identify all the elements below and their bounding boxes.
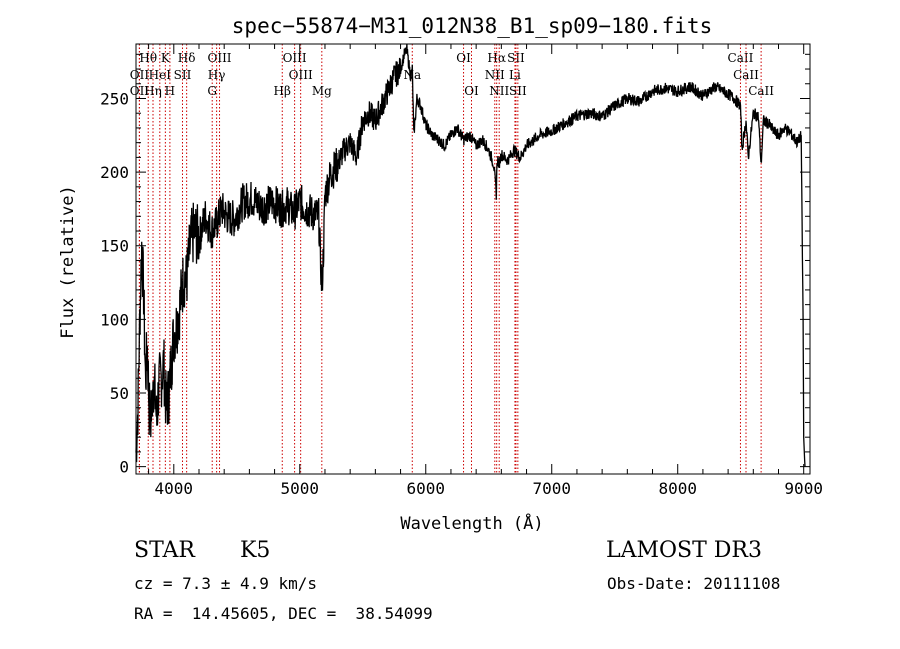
line-label-r3-5: Mg <box>312 84 332 98</box>
line-label-r2-7: Li <box>509 68 521 82</box>
line-label-r2-3: Hγ <box>208 68 226 82</box>
line-label-r1-2: Hδ <box>178 51 196 65</box>
y-tick-label-3: 150 <box>100 237 129 256</box>
x-tick-label-3: 7000 <box>532 479 571 498</box>
x-tick-label-0: 4000 <box>155 479 194 498</box>
y-axis-label: Flux (relative) <box>58 185 78 339</box>
spectrum-series-line <box>135 44 806 467</box>
y-tick-label-2: 100 <box>100 310 129 329</box>
object-subclass: K5 <box>240 538 271 563</box>
line-label-r2-6: NII <box>485 68 505 82</box>
x-tick-label-4: 8000 <box>658 479 697 498</box>
ra-dec-coordinates: RA = 14.45605, DEC = 38.54099 <box>134 604 433 623</box>
object-class: STAR <box>134 538 195 563</box>
line-label-r3-3: G <box>207 84 217 98</box>
obs-date: Obs-Date: 20111108 <box>607 574 781 593</box>
line-label-r3-4: Hβ <box>274 84 291 98</box>
line-label-r1-6: Hα <box>487 51 506 65</box>
line-label-r1-1: K <box>161 51 171 65</box>
line-label-r2-8: CaII <box>733 68 759 82</box>
line-label-r1-5: OI <box>456 51 471 65</box>
line-label-r3-6: OI <box>464 84 479 98</box>
y-tick-label-4: 200 <box>100 163 129 182</box>
line-label-r2-0: OII <box>130 68 150 82</box>
line-label-r2-2: SII <box>174 68 192 82</box>
x-tick-label-1: 5000 <box>281 479 320 498</box>
line-label-r1-0: Hθ <box>139 51 157 65</box>
survey-label: LAMOST DR3 <box>606 538 762 563</box>
line-label-r3-7: NII <box>489 84 509 98</box>
x-tick-label-2: 6000 <box>406 479 445 498</box>
line-label-r3-1: Hη <box>144 84 162 98</box>
line-label-r1-8: CaII <box>728 51 754 65</box>
line-label-r2-1: HeI <box>149 68 172 82</box>
line-label-r3-0: OII <box>130 84 150 98</box>
line-label-r3-9: CaII <box>748 84 774 98</box>
x-tick-label-5: 9000 <box>784 479 823 498</box>
line-label-r1-3: OIII <box>207 51 231 65</box>
line-label-r2-4: OIII <box>289 68 313 82</box>
line-label-r3-8: SII <box>509 84 527 98</box>
chart-title: spec−55874−M31_012N38_B1_sp09−180.fits <box>232 14 712 38</box>
x-axis-label: Wavelength (Å) <box>400 512 543 534</box>
y-tick-label-0: 0 <box>119 458 129 477</box>
y-tick-label-1: 50 <box>110 384 129 403</box>
line-label-r1-7: SII <box>507 51 525 65</box>
axis-ticks: 4000 5000 6000 7000 8000 9000 0 50 100 150 200 250 <box>100 44 823 498</box>
y-tick-label-5: 250 <box>100 89 129 108</box>
redshift-cz: cz = 7.3 ± 4.9 km/s <box>134 574 318 593</box>
line-label-r3-2: H <box>165 84 175 98</box>
line-label-r1-4: OIII <box>283 51 307 65</box>
plot-frame <box>135 43 811 475</box>
